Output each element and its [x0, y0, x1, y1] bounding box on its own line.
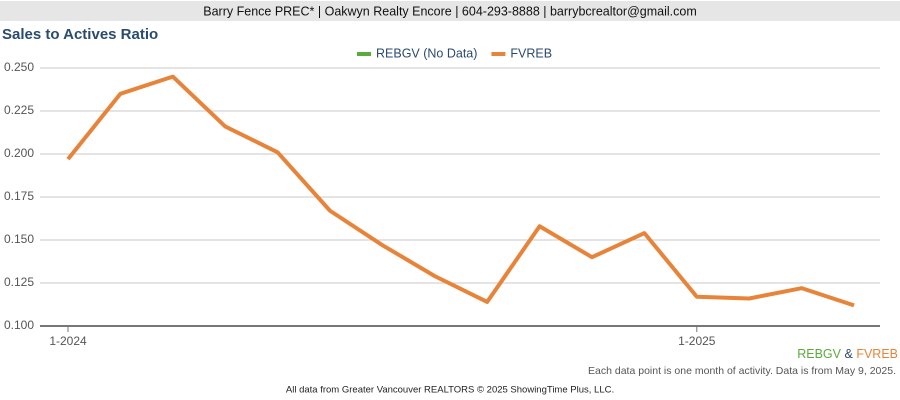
footer: All data from Greater Vancouver REALTORS…: [286, 385, 614, 396]
source-label: REBGV & FVREB: [797, 347, 898, 361]
y-tick-label: 0.200: [4, 146, 34, 160]
chart-title: Sales to Actives Ratio: [2, 26, 158, 43]
source-first: REBGV: [797, 347, 841, 361]
y-tick-label: 0.125: [4, 275, 34, 289]
y-tick-label: 0.150: [4, 232, 34, 246]
series-line: [66, 74, 855, 308]
legend-label: REBGV (No Data): [376, 46, 477, 60]
y-tick-label: 0.250: [4, 60, 34, 74]
source-second: FVREB: [856, 347, 898, 361]
y-tick-label: 0.175: [4, 189, 34, 203]
x-tick-label: 1-2025: [678, 334, 716, 348]
header-bar: [0, 1, 900, 21]
source-join: &: [844, 347, 853, 361]
y-tick-label: 0.225: [4, 103, 34, 117]
header: Barry Fence PREC* | Oakwyn Realty Encore…: [203, 4, 696, 18]
legend-label: FVREB: [510, 46, 552, 60]
note: Each data point is one month of activity…: [588, 365, 896, 377]
x-tick-label: 1-2024: [49, 334, 87, 348]
y-tick-label: 0.100: [4, 318, 34, 332]
